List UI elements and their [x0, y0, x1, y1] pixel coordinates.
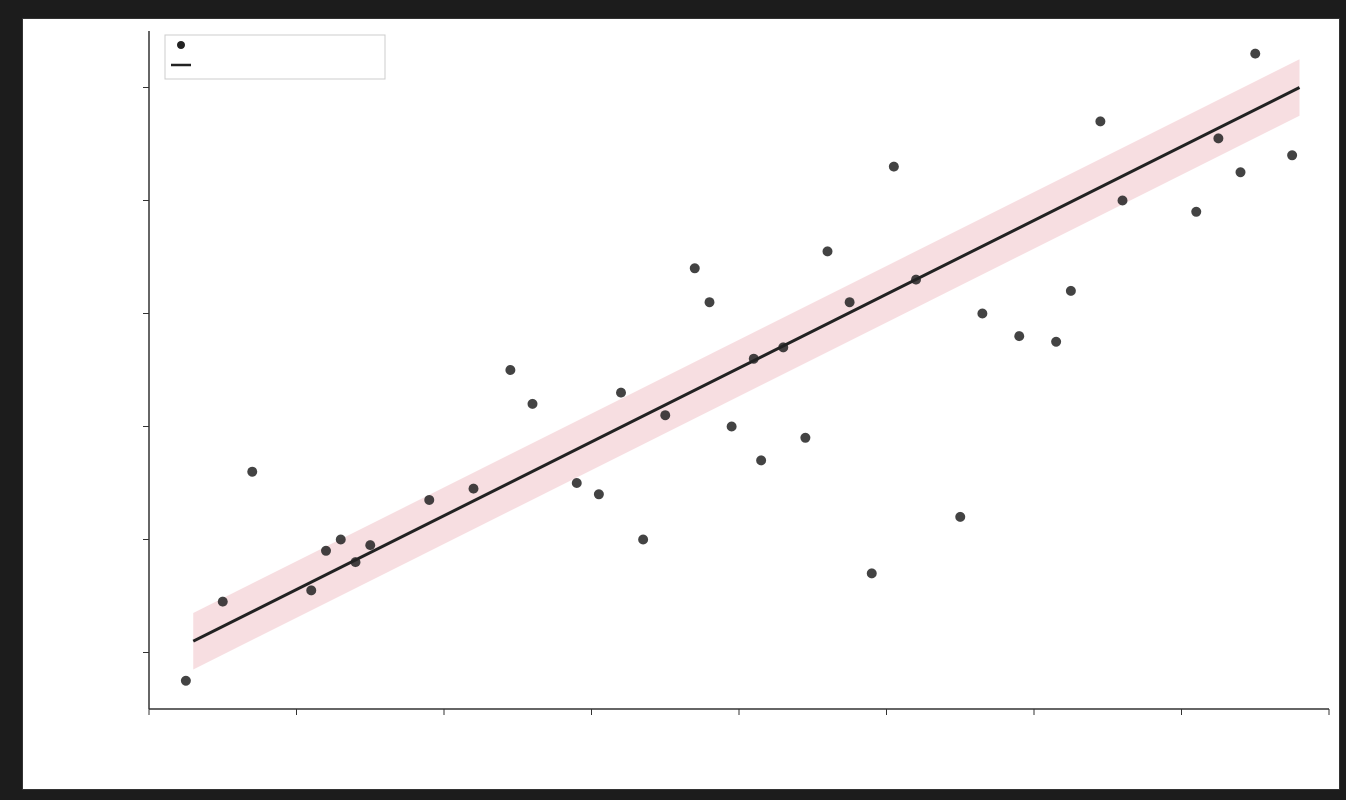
- data-point: [571, 478, 582, 488]
- data-point: [756, 455, 767, 466]
- data-point: [1191, 206, 1202, 217]
- data-point: [365, 540, 376, 551]
- data-point: [1235, 167, 1246, 178]
- data-point: [593, 489, 604, 500]
- data-point: [888, 161, 899, 172]
- data-point: [1051, 336, 1062, 347]
- data-point: [1095, 116, 1106, 127]
- fit-line: [192, 86, 1301, 643]
- data-point: [321, 545, 331, 556]
- data-point: [350, 557, 361, 568]
- data-point: [180, 675, 191, 686]
- data-point: [689, 263, 700, 274]
- data-point: [424, 494, 435, 505]
- data-point: [527, 398, 538, 409]
- points-group: [180, 48, 1298, 686]
- data-point: [638, 534, 649, 545]
- data-point: [748, 353, 759, 364]
- data-point: [866, 568, 877, 579]
- chart: [143, 31, 1330, 715]
- data-point: [844, 297, 855, 308]
- data-point: [1250, 48, 1261, 59]
- data-point: [822, 246, 833, 257]
- data-point: [778, 342, 789, 353]
- data-point: [217, 596, 228, 607]
- data-point: [1065, 285, 1076, 296]
- data-point: [468, 483, 479, 494]
- fit-line-group: [192, 86, 1301, 643]
- data-point: [335, 534, 346, 545]
- data-point: [911, 274, 921, 285]
- data-point: [660, 410, 671, 421]
- data-point: [1117, 195, 1128, 206]
- data-point: [616, 387, 626, 398]
- data-point: [704, 297, 715, 308]
- data-point: [800, 432, 811, 443]
- chart-frame: [22, 18, 1340, 790]
- axes: [143, 31, 1330, 715]
- data-point: [1213, 133, 1224, 144]
- data-point: [726, 421, 737, 432]
- data-point: [977, 308, 988, 319]
- legend-marker-points: [177, 41, 185, 49]
- legend: [164, 34, 386, 80]
- data-point: [955, 511, 966, 522]
- data-point: [1287, 150, 1298, 161]
- data-point: [505, 365, 516, 375]
- legend-box: [164, 34, 386, 80]
- data-point: [306, 585, 317, 596]
- data-point: [247, 466, 258, 477]
- data-point: [1014, 331, 1025, 342]
